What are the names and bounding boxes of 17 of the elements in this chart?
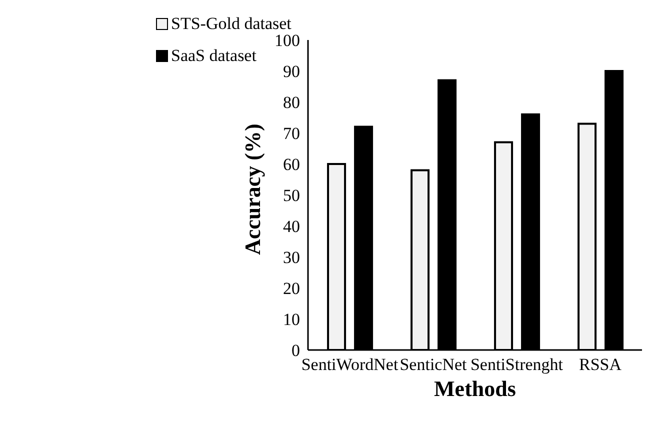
legend-label: SaaS dataset [171, 45, 256, 67]
y-tick-label: 80 [283, 93, 300, 112]
x-axis-title: Methods [434, 376, 516, 401]
y-tick-label: 30 [283, 248, 300, 268]
y-tick-label: 50 [283, 186, 300, 206]
y-tick-label: 10 [283, 310, 300, 330]
y-tick-label: 70 [283, 124, 300, 144]
x-tick-label: SenticNet [400, 355, 468, 374]
y-tick-label: 0 [292, 341, 300, 360]
x-tick-label: SentiStrenght [470, 355, 564, 374]
x-tick-label: SentiWordNet [301, 355, 398, 374]
y-tick-label: 60 [283, 155, 300, 174]
y-tick-label: 40 [283, 217, 300, 236]
x-tick-label: RSSA [578, 355, 622, 374]
y-tick-label: 20 [283, 279, 300, 298]
y-axis-title: Accuracy (%) [240, 124, 265, 255]
y-tick-label: 90 [283, 62, 300, 82]
